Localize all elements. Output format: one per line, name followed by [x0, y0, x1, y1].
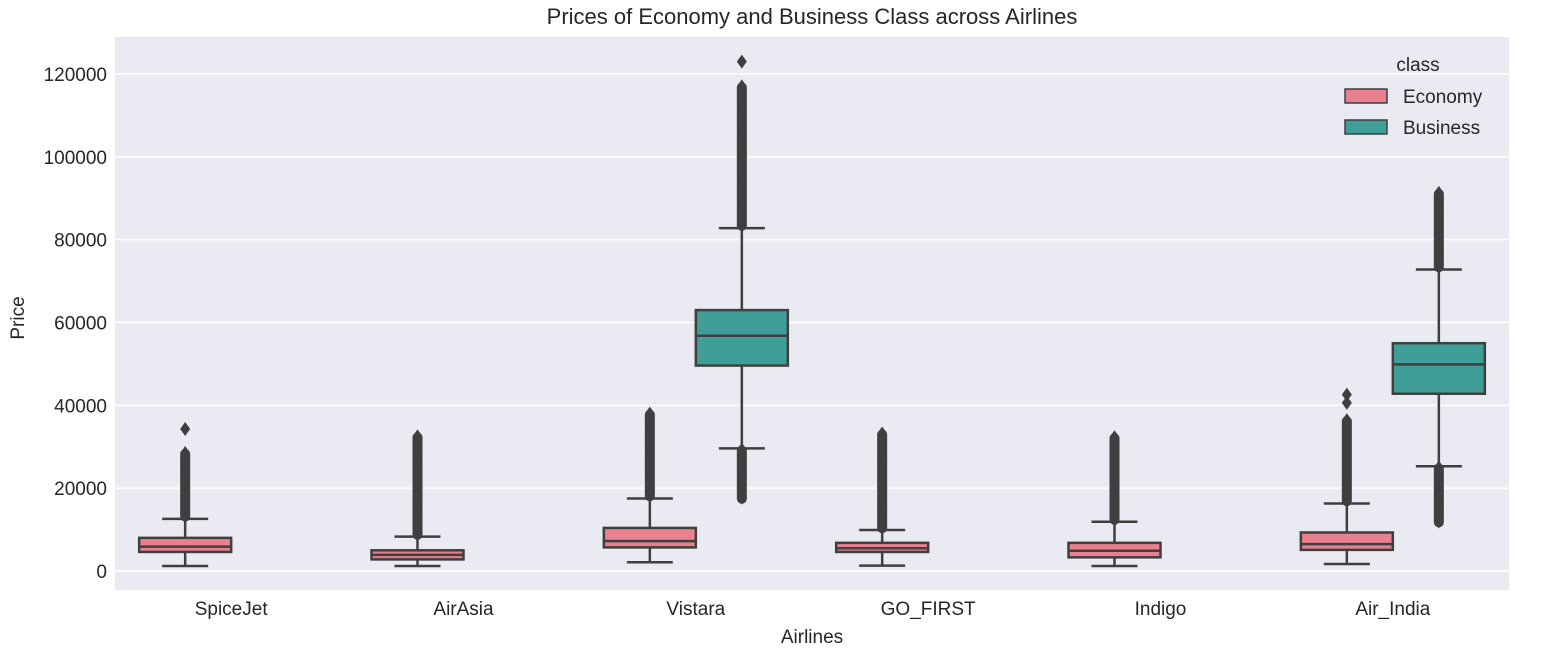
- outlier-point: [644, 484, 655, 499]
- legend-title: class: [1396, 55, 1439, 76]
- x-tick-label: GO_FIRST: [881, 599, 976, 620]
- chart-title: Prices of Economy and Business Class acr…: [547, 4, 1078, 29]
- outlier-point: [1433, 514, 1444, 529]
- x-tick-labels: SpiceJet AirAsia Vistara GO_FIRST Indigo Air_…: [195, 599, 1431, 620]
- box-economy-air_india: [1299, 387, 1395, 566]
- x-tick-label: Indigo: [1135, 599, 1187, 620]
- box-business-air_india: [1391, 185, 1487, 529]
- grid-lines: [115, 73, 1509, 572]
- x-axis-label: Airlines: [781, 627, 843, 648]
- y-tick-label: 80000: [54, 231, 107, 252]
- outlier-point: [736, 490, 747, 505]
- legend-label-business: Business: [1403, 118, 1480, 139]
- legend-label-economy: Economy: [1403, 87, 1483, 108]
- outlier-point: [1341, 395, 1352, 410]
- box-layer: [137, 54, 1487, 568]
- iqr-box: [602, 526, 698, 549]
- x-tick-label: AirAsia: [433, 599, 494, 620]
- outlier-point: [1433, 257, 1444, 272]
- outlier-point: [736, 217, 747, 232]
- outlier-point: [180, 505, 191, 520]
- legend-swatch-business: [1344, 119, 1388, 135]
- y-tick-label: 60000: [54, 314, 107, 335]
- outlier-point: [412, 525, 423, 540]
- box-economy-vistara: [602, 406, 698, 564]
- x-tick-label: SpiceJet: [195, 599, 269, 620]
- outlier-point: [1109, 508, 1120, 523]
- y-tick-labels: 0 20000 40000 60000 80000 100000 120000: [44, 65, 107, 583]
- legend: class Economy Business: [1344, 55, 1483, 139]
- box-business-vistara: [694, 54, 790, 505]
- box-economy-spicejet: [137, 421, 233, 568]
- iqr-box: [137, 536, 233, 554]
- plot-area: [115, 37, 1509, 590]
- y-tick-label: 0: [96, 562, 107, 583]
- legend-swatch-economy: [1344, 88, 1388, 104]
- box-economy-airasia: [370, 429, 465, 568]
- y-tick-label: 120000: [44, 65, 107, 86]
- box-economy-go_first: [834, 426, 930, 567]
- y-axis-label: Price: [8, 296, 29, 339]
- outlier-point: [736, 54, 747, 69]
- outlier-point: [1341, 491, 1352, 506]
- outlier-point: [877, 516, 888, 531]
- x-tick-label: Air_India: [1355, 599, 1430, 620]
- iqr-box: [694, 308, 790, 367]
- box-economy-indigo: [1067, 430, 1162, 568]
- outlier-point: [1341, 387, 1352, 402]
- iqr-box: [1391, 341, 1487, 395]
- iqr-box: [1299, 531, 1395, 552]
- y-tick-label: 100000: [44, 148, 107, 169]
- y-tick-label: 20000: [54, 479, 107, 500]
- y-tick-label: 40000: [54, 396, 107, 417]
- outlier-point: [180, 421, 191, 436]
- x-tick-label: Vistara: [666, 599, 725, 620]
